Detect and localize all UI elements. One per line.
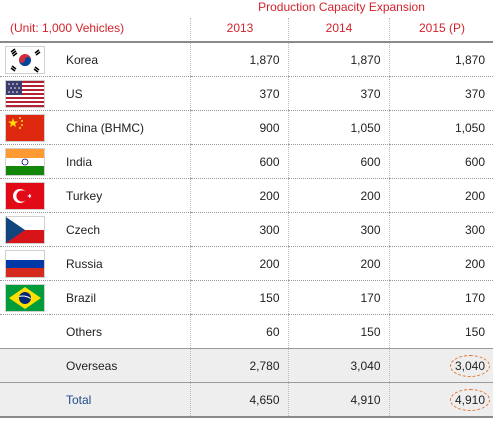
brazil-flag-icon [6, 284, 44, 311]
total-row: Total 4,650 4,910 4,910 [0, 382, 493, 418]
china-flag-icon [6, 114, 44, 141]
value-2014: 200 [287, 246, 389, 281]
total-label: Total [50, 382, 190, 418]
unit-label: (Unit: 1,000 Vehicles) [10, 21, 125, 35]
table-row: Czech 300 300 300 [0, 212, 493, 247]
value-2014: 370 [287, 76, 389, 111]
value-2014: 300 [287, 212, 389, 247]
country-name: Others [50, 314, 190, 349]
value-2014: 1,870 [287, 43, 389, 77]
value-2014: 3,040 [287, 348, 389, 383]
value-2015: 1,870 [388, 43, 493, 77]
value-2013: 200 [189, 178, 288, 213]
highlighted-value-2015: 3,040 [449, 354, 490, 377]
year-header-2015: 2015 (P) [418, 21, 466, 35]
us-flag-icon [6, 80, 44, 107]
korea-flag-icon [6, 46, 44, 73]
country-name: India [50, 144, 190, 179]
value-2014: 170 [287, 280, 389, 315]
column-divider [288, 18, 289, 40]
capacity-table: Korea 1,870 1,870 1,870 [0, 43, 493, 418]
turkey-flag-icon [6, 182, 44, 209]
header-rule [0, 41, 493, 43]
super-title: Production Capacity Expansion [258, 0, 425, 14]
value-2014: 1,050 [287, 110, 389, 145]
value-2015: 600 [388, 144, 493, 179]
table-row: India 600 600 600 [0, 144, 493, 179]
country-name: Korea [50, 43, 190, 77]
column-divider [389, 18, 390, 40]
value-2015: 170 [388, 280, 493, 315]
country-name: China (BHMC) [50, 110, 190, 145]
country-name: Turkey [50, 178, 190, 213]
value-2013: 1,870 [189, 43, 288, 77]
year-header-2013: 2013 [226, 21, 254, 35]
value-2013: 150 [189, 280, 288, 315]
value-2013: 60 [189, 314, 288, 349]
column-header-row: (Unit: 1,000 Vehicles) 2013 2014 2015 (P… [0, 14, 493, 41]
value-2015: 1,050 [388, 110, 493, 145]
overseas-row: Overseas 2,780 3,040 3,040 [0, 348, 493, 383]
value-2014: 200 [287, 178, 389, 213]
value-2014: 4,910 [287, 382, 389, 418]
table-row: China (BHMC) 900 1,050 1,050 [0, 110, 493, 145]
value-2015: 200 [388, 246, 493, 281]
overseas-label: Overseas [50, 348, 190, 383]
country-name: US [50, 76, 190, 111]
value-2015: 150 [388, 314, 493, 349]
value-2015: 200 [388, 178, 493, 213]
value-2013: 600 [189, 144, 288, 179]
india-flag-icon [6, 148, 44, 175]
country-name: Czech [50, 212, 190, 247]
table-row: Brazil 150 170 170 [0, 280, 493, 315]
table-row: Korea 1,870 1,870 1,870 [0, 43, 493, 77]
year-header-2014: 2014 [325, 21, 353, 35]
country-name: Russia [50, 246, 190, 281]
value-2015: 300 [388, 212, 493, 247]
value-2014: 150 [287, 314, 389, 349]
value-2013: 900 [189, 110, 288, 145]
column-divider [190, 18, 191, 40]
country-name: Brazil [50, 280, 190, 315]
czech-flag-icon [6, 216, 44, 243]
highlighted-value-2015: 4,910 [449, 388, 490, 411]
russia-flag-icon [6, 250, 44, 277]
table-row: Turkey 200 200 200 [0, 178, 493, 213]
table-row: Russia 200 200 200 [0, 246, 493, 281]
value-2013: 2,780 [189, 348, 288, 383]
value-2013: 200 [189, 246, 288, 281]
value-2015: 370 [388, 76, 493, 111]
table-row: Others 60 150 150 [0, 314, 493, 349]
value-2013: 300 [189, 212, 288, 247]
value-2014: 600 [287, 144, 389, 179]
table-row: US 370 370 370 [0, 76, 493, 111]
value-2013: 370 [189, 76, 288, 111]
value-2013: 4,650 [189, 382, 288, 418]
